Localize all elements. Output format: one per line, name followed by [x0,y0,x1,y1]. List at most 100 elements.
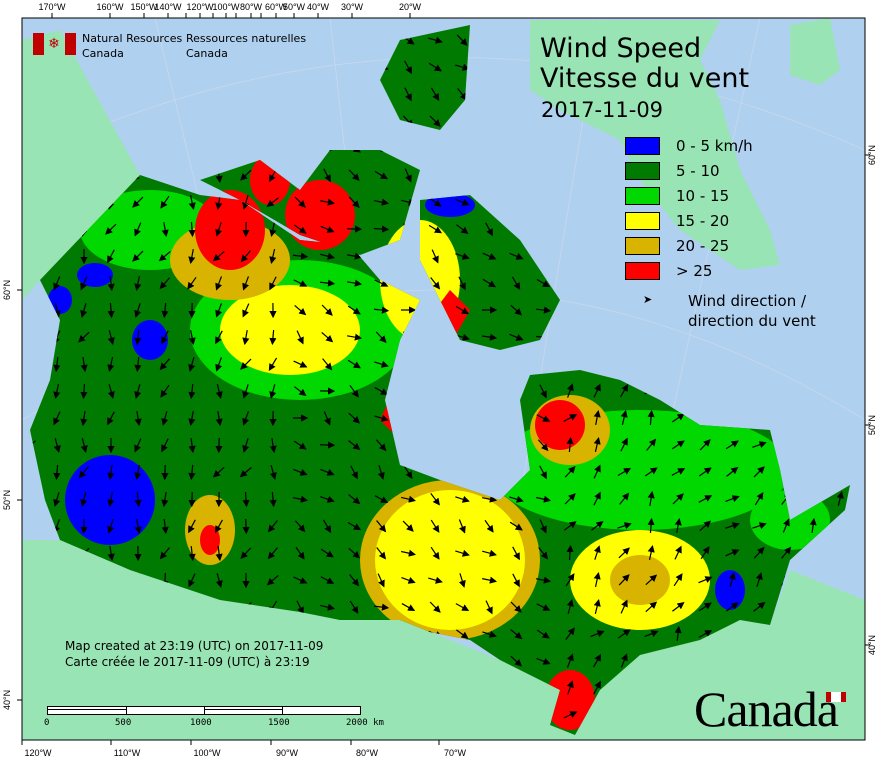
wind-arrow [565,627,575,640]
legend-swatch [625,161,660,180]
wind-arrow [593,680,601,695]
wind-arrow [349,600,359,614]
wind-arrow [242,303,250,318]
axis-label: 50°N [867,415,877,435]
wind-arrow [134,329,142,346]
wind-arrow [647,490,655,507]
wind-arrow [80,410,88,427]
wind-arrow [269,222,277,238]
wind-arrow [269,276,277,291]
wind-arrow [644,467,658,477]
wind-arrow [107,330,115,345]
wind-arrow [455,495,470,503]
wind-arrow [105,223,117,235]
wind-arrow [456,629,469,639]
wind-arrow [293,468,308,476]
wind-arrow [428,36,443,44]
wind-arrow [455,252,470,260]
wind-arrow [212,250,225,262]
wind-arrow [269,437,277,454]
wind-arrow [699,439,711,451]
wind-arrow [753,546,765,559]
wind-arrow [373,306,390,314]
wind-arrow [134,410,142,427]
legend-item: > 25 [625,258,816,283]
wind-arrow [134,303,142,318]
wind-arrow [242,411,250,426]
wind-arrow [188,357,196,372]
wind-arrow [293,360,308,368]
wind-arrow [188,437,196,454]
wind-arrow [485,600,493,615]
wind-arrow [161,330,169,345]
wind-arrow [699,520,712,532]
wind-arrow [512,546,520,561]
axis-label: 110°W [114,748,141,758]
map-date: 2017-11-09 [541,98,664,122]
wind-arrow [322,519,332,534]
legend-wind-direction: ➤ Wind direction / direction du vent [625,291,816,331]
wind-arrow [242,491,250,508]
wind-arrow [457,88,468,101]
wind-arrow [349,384,359,398]
wind-arrow [538,547,549,560]
wind-arrow [753,466,765,478]
wind-arrow [482,495,498,503]
wind-arrow [402,520,414,532]
wind-arrow [320,603,335,611]
axis-label: 150°W [130,2,158,12]
wind-arrow [77,331,90,343]
wind-arrow [725,602,739,612]
wind-arrow [350,465,358,480]
wind-arrow [539,465,547,480]
wind-arrow [266,197,279,207]
wind-arrow [80,356,88,373]
wind-arrow [726,466,739,477]
wind-arrow [374,414,389,422]
wind-arrow [536,495,552,503]
wind-arrow [269,249,277,264]
wind-arrow [269,465,277,480]
wind-arrow [346,279,363,287]
wind-arrow [566,383,574,398]
wind-arrow [403,465,413,479]
wind-arrow [215,330,223,345]
wind-arrow [536,657,551,665]
wind-arrow [671,440,685,450]
legend-label: 10 - 15 [676,186,730,205]
wind-arrow [563,711,578,719]
wind-arrow [107,411,115,426]
wind-arrow [510,304,523,316]
wind-arrow [267,520,278,533]
wind-arrow [617,467,632,477]
axis-label: 170°W [38,2,66,12]
wind-arrow [593,571,601,587]
wind-arrow [239,467,252,478]
wind-arrow [240,547,252,560]
wind-arrow [80,303,88,318]
wind-arrow [215,303,223,318]
wind-arrow [617,629,631,639]
wind-arrow [80,492,88,507]
wind-arrow [566,680,574,695]
wind-arrow [673,573,683,587]
wind-arrow [53,276,61,291]
wind-arrow [535,306,552,314]
wind-arrow [430,493,440,506]
axis-label: 50°N [2,490,12,510]
wind-arrow [725,522,740,530]
wind-arrow [781,546,792,559]
wind-arrow [647,517,655,534]
wind-arrow [593,383,601,398]
wind-arrow [620,653,628,668]
wind-arrow [240,250,251,263]
axis-label: 30°W [341,2,364,12]
wind-arrow [134,222,142,237]
wind-arrow [509,333,524,341]
legend-label: > 25 [676,261,713,280]
wind-arrow [404,87,412,102]
wind-arrow [53,356,61,373]
wind-arrow [374,170,388,180]
wind-arrow [188,221,196,238]
wind-arrow [348,494,361,505]
